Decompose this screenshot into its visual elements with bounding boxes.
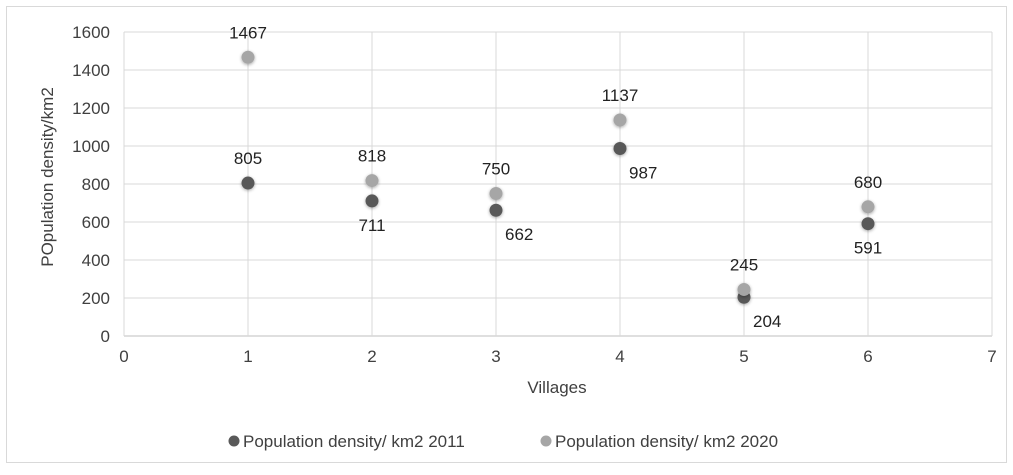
x-tick-label: 0 [119,347,128,366]
scatter-chart: 0 200 400 600 800 1000 1200 1400 1600 0 1 2 3 4 5 6 7 P… [38,23,997,451]
point-2020 [365,174,379,188]
legend-label-2020: Population density/ km2 2020 [555,432,778,451]
y-tick-label: 0 [101,327,110,346]
legend: Population density/ km2 2011 Population … [228,432,778,451]
data-label-2020: 750 [482,160,510,179]
y-tick-label: 1400 [72,61,110,80]
x-tick-label: 7 [987,347,996,366]
data-label-2020: 680 [854,173,882,192]
y-tick-label: 400 [82,251,110,270]
point-2020 [241,50,255,64]
point-2020 [489,187,503,200]
x-tick-label: 3 [491,347,500,366]
x-tick-label: 4 [615,347,624,366]
point-2011 [241,176,255,190]
chart-frame: 0 200 400 600 800 1000 1200 1400 1600 0 1 2 3 4 5 6 7 P… [6,6,1007,463]
point-2011 [365,194,379,208]
data-labels: 805 711 662 987 204 591 1467 818 750 1137 245 680 [229,23,882,331]
point-2020 [613,113,627,127]
legend-item-2020: Population density/ km2 2020 [540,432,778,451]
y-tick-label: 1000 [72,137,110,156]
y-tick-label: 200 [82,289,110,308]
data-points [241,50,875,304]
data-label-2011: 805 [234,149,262,168]
point-2011 [613,141,627,155]
data-label-2020: 1467 [229,23,267,42]
data-label-2020: 818 [358,147,386,166]
x-tick-label: 6 [863,347,872,366]
point-2011 [861,217,875,231]
y-axis-title: POpulation density/km2 [38,87,57,267]
y-tick-label: 1600 [72,23,110,42]
data-label-2020: 245 [730,255,758,274]
x-axis-ticks: 0 1 2 3 4 5 6 7 [119,347,996,366]
legend-marker-2020 [540,435,552,447]
legend-marker-2011 [228,435,240,447]
x-tick-label: 2 [367,347,376,366]
x-tick-label: 1 [243,347,252,366]
data-label-2011: 662 [505,225,533,244]
y-tick-label: 600 [82,213,110,232]
point-2011 [489,203,503,217]
y-tick-label: 1200 [72,99,110,118]
x-axis-title: Villages [527,378,586,397]
data-label-2011: 204 [753,312,781,331]
grid-lines [123,31,993,337]
legend-label-2011: Population density/ km2 2011 [243,432,465,451]
point-2020 [861,200,875,214]
data-label-2020: 1137 [602,86,639,105]
data-label-2011: 987 [629,163,657,182]
y-tick-label: 800 [82,175,110,194]
x-tick-label: 5 [739,347,748,366]
legend-item-2011: Population density/ km2 2011 [228,432,465,451]
y-axis-ticks: 0 200 400 600 800 1000 1200 1400 1600 [72,23,110,346]
data-label-2011: 591 [854,239,882,258]
point-2020 [737,282,751,296]
data-label-2011: 711 [358,216,385,235]
